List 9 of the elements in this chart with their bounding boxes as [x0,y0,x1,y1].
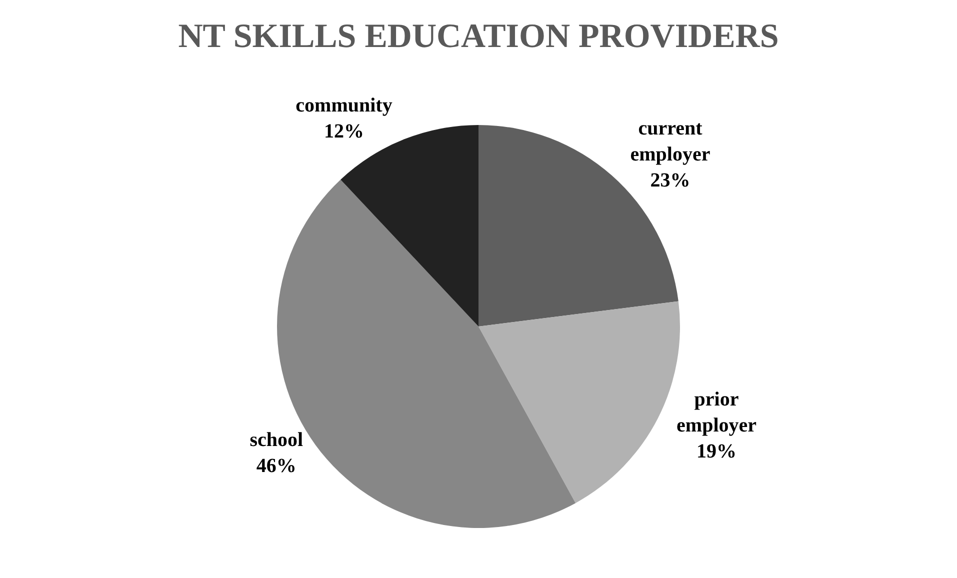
slice-label: current employer [630,118,710,166]
data-label: 23% [650,170,690,192]
slice-label: prior employer [676,388,757,437]
data-label: 46% [256,455,296,478]
slice-label: school [250,429,304,452]
slice-label: community [296,94,392,116]
data-label: 19% [696,440,737,463]
data-label: 12% [324,120,364,142]
chart-title: NT SKILLS EDUCATION PROVIDERS [178,18,779,55]
